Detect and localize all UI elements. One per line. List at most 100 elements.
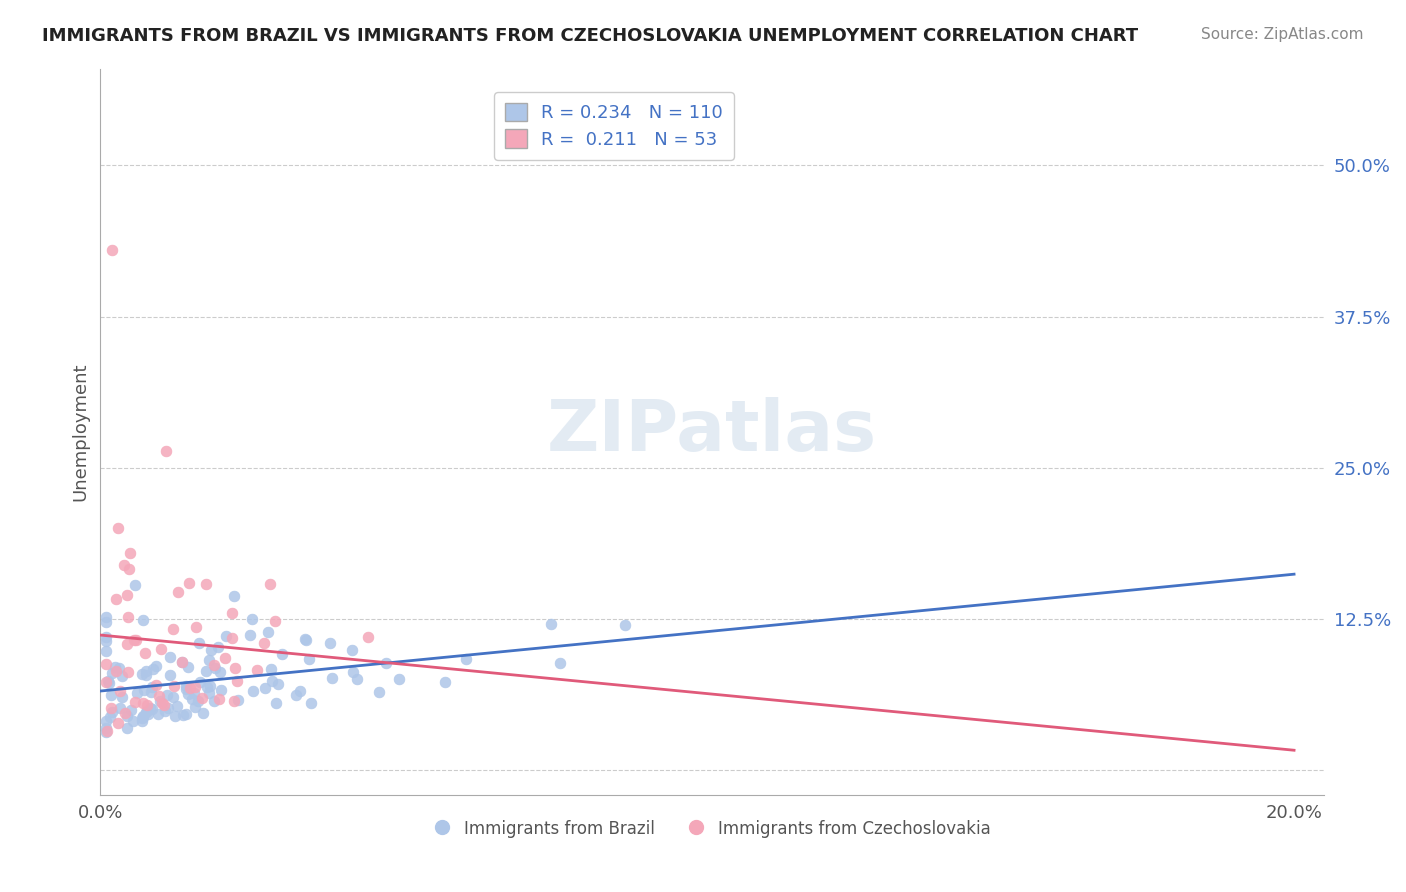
Point — [294, 632, 316, 647]
Point — [155, 444, 177, 458]
Point — [263, 614, 285, 628]
Point — [184, 699, 207, 714]
Point — [111, 669, 134, 683]
Point — [145, 678, 167, 692]
Point — [177, 575, 200, 590]
Point — [107, 660, 129, 674]
Point — [115, 709, 138, 723]
Point — [150, 696, 173, 710]
Point — [96, 643, 118, 657]
Point — [290, 683, 312, 698]
Point — [186, 620, 208, 634]
Point — [131, 666, 153, 681]
Point — [132, 614, 155, 628]
Point — [157, 700, 180, 714]
Point — [195, 680, 218, 694]
Point — [96, 675, 118, 690]
Point — [104, 660, 127, 674]
Point — [122, 633, 145, 648]
Point — [221, 606, 243, 620]
Point — [340, 642, 363, 657]
Point — [139, 685, 162, 699]
Point — [105, 591, 128, 606]
Point — [136, 705, 159, 719]
Point — [260, 662, 283, 676]
Point — [209, 665, 232, 680]
Point — [299, 696, 322, 710]
Point — [159, 650, 181, 665]
Point — [107, 715, 129, 730]
Point — [177, 660, 200, 674]
Point — [284, 688, 307, 702]
Point — [124, 695, 146, 709]
Point — [98, 709, 121, 723]
Point — [174, 706, 197, 721]
Point — [120, 546, 142, 560]
Point — [174, 679, 197, 693]
Point — [101, 243, 124, 257]
Point — [111, 690, 134, 704]
Point — [202, 658, 225, 673]
Point — [115, 721, 138, 735]
Point — [115, 588, 138, 602]
Point — [142, 662, 165, 676]
Legend: Immigrants from Brazil, Immigrants from Czechoslovakia: Immigrants from Brazil, Immigrants from … — [427, 814, 997, 845]
Point — [172, 708, 194, 723]
Point — [96, 630, 118, 644]
Point — [357, 631, 380, 645]
Point — [207, 640, 229, 655]
Point — [226, 674, 249, 689]
Point — [266, 697, 288, 711]
Point — [117, 610, 139, 624]
Point — [96, 725, 118, 739]
Y-axis label: Unemployment: Unemployment — [72, 362, 89, 501]
Point — [115, 637, 138, 651]
Point — [170, 655, 193, 669]
Point — [148, 689, 170, 703]
Point — [456, 652, 478, 666]
Point — [222, 694, 245, 708]
Point — [198, 653, 221, 667]
Point — [97, 673, 120, 688]
Point — [209, 682, 232, 697]
Point — [96, 721, 118, 735]
Point — [240, 612, 263, 626]
Point — [167, 585, 190, 599]
Point — [214, 651, 236, 665]
Text: Source: ZipAtlas.com: Source: ZipAtlas.com — [1201, 27, 1364, 42]
Point — [131, 711, 153, 725]
Point — [224, 661, 246, 675]
Point — [96, 615, 118, 630]
Point — [100, 688, 122, 702]
Point — [193, 706, 215, 720]
Point — [179, 681, 201, 695]
Point — [262, 673, 284, 688]
Point — [136, 707, 159, 722]
Point — [131, 714, 153, 729]
Point — [200, 642, 222, 657]
Point — [125, 686, 148, 700]
Point — [321, 671, 343, 685]
Point — [194, 577, 217, 591]
Point — [107, 521, 129, 535]
Point — [183, 681, 205, 695]
Point — [141, 680, 163, 694]
Point — [191, 690, 214, 705]
Point — [198, 686, 221, 700]
Point — [257, 625, 280, 640]
Point — [188, 636, 211, 650]
Point — [613, 618, 636, 632]
Point — [259, 577, 281, 591]
Point — [170, 655, 193, 669]
Point — [294, 632, 316, 647]
Point — [141, 701, 163, 715]
Point — [96, 657, 118, 672]
Point — [134, 667, 156, 681]
Point — [117, 665, 139, 679]
Point — [159, 668, 181, 682]
Point — [132, 709, 155, 723]
Point — [114, 706, 136, 720]
Point — [194, 665, 217, 679]
Point — [125, 633, 148, 648]
Point — [180, 692, 202, 706]
